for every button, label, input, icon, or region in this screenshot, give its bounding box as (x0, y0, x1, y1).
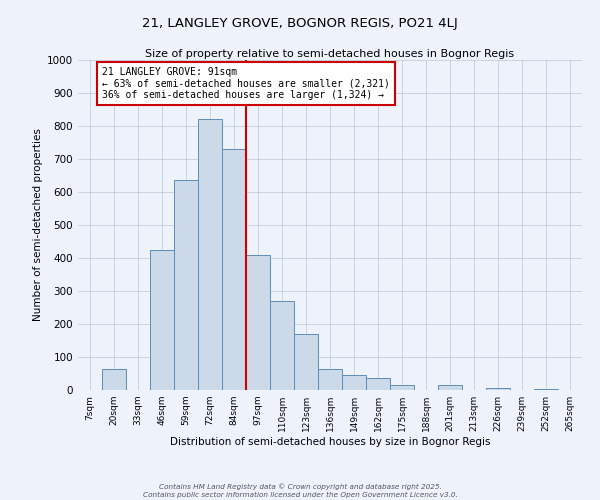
Bar (318, 368, 342, 390)
Text: Contains HM Land Registry data © Crown copyright and database right 2025.
Contai: Contains HM Land Registry data © Crown c… (143, 484, 457, 498)
Bar (438, 385, 462, 390)
Bar (102, 368, 126, 390)
Bar (174, 180, 198, 390)
Bar (270, 301, 294, 390)
Text: 21 LANGLEY GROVE: 91sqm
← 63% of semi-detached houses are smaller (2,321)
36% of: 21 LANGLEY GROVE: 91sqm ← 63% of semi-de… (102, 66, 390, 100)
Title: Size of property relative to semi-detached houses in Bognor Regis: Size of property relative to semi-detach… (145, 49, 515, 59)
Bar (246, 254, 270, 390)
Bar (534, 389, 558, 390)
Bar (486, 388, 510, 390)
Bar (366, 378, 390, 390)
X-axis label: Distribution of semi-detached houses by size in Bognor Regis: Distribution of semi-detached houses by … (170, 437, 490, 447)
Bar (222, 149, 246, 390)
Bar (150, 250, 174, 390)
Text: 21, LANGLEY GROVE, BOGNOR REGIS, PO21 4LJ: 21, LANGLEY GROVE, BOGNOR REGIS, PO21 4L… (142, 18, 458, 30)
Bar (294, 334, 318, 390)
Bar (390, 385, 414, 390)
Y-axis label: Number of semi-detached properties: Number of semi-detached properties (33, 128, 43, 322)
Bar (198, 120, 222, 390)
Bar (342, 375, 366, 390)
